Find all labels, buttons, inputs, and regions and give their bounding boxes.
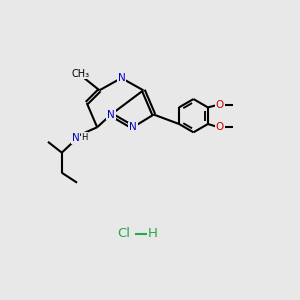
Text: H: H bbox=[148, 227, 158, 240]
Text: H: H bbox=[81, 133, 88, 142]
Text: Cl: Cl bbox=[117, 227, 130, 240]
Text: O: O bbox=[216, 122, 224, 132]
Text: N: N bbox=[72, 133, 80, 143]
Text: N: N bbox=[129, 122, 137, 132]
Text: O: O bbox=[216, 100, 224, 110]
Text: CH₃: CH₃ bbox=[72, 69, 90, 79]
Text: N: N bbox=[118, 73, 125, 83]
Text: N: N bbox=[107, 110, 115, 119]
